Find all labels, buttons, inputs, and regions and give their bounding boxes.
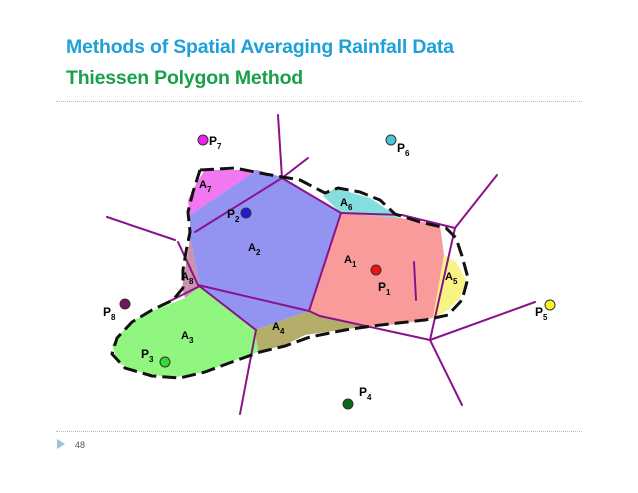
station-markers <box>119 134 556 410</box>
area-label-A6: A6 <box>340 197 353 212</box>
station-P2-marker <box>240 207 252 219</box>
slide-subtitle: Thiessen Polygon Method <box>66 67 303 89</box>
station-P1-marker <box>370 264 382 276</box>
station-label-P4: P4 <box>359 385 372 402</box>
station-P8-marker <box>119 298 131 310</box>
station-P7-marker <box>197 134 209 146</box>
area-label-A4: A4 <box>272 321 285 336</box>
bottom-divider <box>56 431 582 432</box>
area-label-A7: A7 <box>199 179 212 194</box>
station-P5-marker <box>544 299 556 311</box>
edge-line <box>281 157 309 179</box>
area-fill-A2 <box>190 170 341 330</box>
station-P4-marker <box>342 398 354 410</box>
edge-line <box>197 284 257 331</box>
page-number: 48 <box>75 440 86 450</box>
station-label-P8: P8 <box>103 305 116 322</box>
area-label-A2: A2 <box>248 242 261 257</box>
area-fill-A6 <box>323 188 400 218</box>
edge-line <box>281 177 342 214</box>
area-fill-A5 <box>433 255 466 318</box>
station-P3-marker <box>159 356 171 368</box>
footer-arrow-icon <box>57 439 65 449</box>
area-fills <box>112 170 466 378</box>
station-label-P2: P2 <box>227 207 240 224</box>
station-labels: P1 P2 P3 P4 P5 P6 P7 P8 <box>103 134 548 402</box>
top-divider <box>56 101 582 102</box>
catchment-boundary <box>110 166 470 380</box>
edge-line <box>308 310 431 341</box>
station-label-P6: P6 <box>397 141 410 158</box>
area-label-A8: A8 <box>181 271 194 286</box>
edge-line <box>340 174 498 230</box>
station-label-P1: P1 <box>378 280 391 297</box>
slide-title: Methods of Spatial Averaging Rainfall Da… <box>66 36 454 58</box>
edge-line <box>413 261 417 301</box>
area-labels: A1 A2 A3 A4 A5 A6 A7 A8 <box>181 179 458 345</box>
edge-line <box>197 284 310 312</box>
area-label-A5: A5 <box>445 271 458 286</box>
edge-line <box>429 301 536 341</box>
station-P6-marker <box>385 134 397 146</box>
station-label-P5: P5 <box>535 305 548 322</box>
area-fill-A7 <box>188 170 257 215</box>
area-label-A3: A3 <box>181 330 194 345</box>
edge-line <box>239 329 257 415</box>
area-fill-A3 <box>112 286 258 378</box>
edge-line <box>194 177 283 233</box>
station-label-P7: P7 <box>209 134 222 151</box>
edge-line <box>106 216 176 241</box>
edge-line <box>177 241 199 286</box>
edge-line <box>308 212 342 312</box>
edge-line <box>277 114 283 179</box>
area-label-A1: A1 <box>344 254 357 269</box>
station-label-P3: P3 <box>141 347 154 364</box>
